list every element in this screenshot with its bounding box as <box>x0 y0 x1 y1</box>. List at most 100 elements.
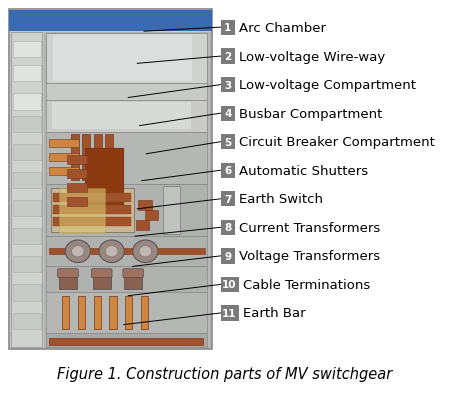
Bar <box>49 140 79 147</box>
Bar <box>49 168 79 175</box>
FancyBboxPatch shape <box>91 269 112 278</box>
Bar <box>145 211 158 221</box>
Bar <box>220 20 235 36</box>
Text: 7: 7 <box>224 194 231 204</box>
Bar <box>93 134 102 180</box>
Bar <box>49 248 205 255</box>
Bar <box>46 237 208 267</box>
Bar <box>53 218 131 227</box>
Bar <box>220 163 235 178</box>
Bar <box>52 103 191 130</box>
Bar <box>109 297 117 329</box>
Bar <box>105 134 113 180</box>
Bar <box>138 200 152 211</box>
Bar <box>67 170 87 178</box>
Bar <box>51 188 134 233</box>
Text: 9: 9 <box>224 251 231 261</box>
Bar <box>136 221 149 231</box>
FancyBboxPatch shape <box>58 269 78 278</box>
Bar <box>220 78 235 93</box>
Bar <box>71 134 79 180</box>
Bar <box>124 270 142 290</box>
Bar <box>46 84 208 100</box>
Bar <box>62 297 69 329</box>
Bar <box>141 297 148 329</box>
Bar <box>220 220 235 235</box>
Bar <box>46 333 208 347</box>
Circle shape <box>139 246 152 257</box>
Bar <box>59 270 77 290</box>
Bar <box>84 148 123 213</box>
Bar <box>46 132 208 184</box>
Circle shape <box>133 240 158 263</box>
Bar <box>13 66 40 82</box>
Bar <box>13 94 40 110</box>
Bar <box>44 33 210 347</box>
Circle shape <box>65 240 91 263</box>
Circle shape <box>99 240 124 263</box>
Text: Cable Terminations: Cable Terminations <box>243 278 370 291</box>
Text: Current Transformers: Current Transformers <box>239 221 381 234</box>
Bar <box>46 293 208 333</box>
Bar <box>67 156 87 164</box>
Text: 8: 8 <box>224 223 231 233</box>
Text: Voltage Transformers: Voltage Transformers <box>239 250 381 263</box>
Text: 3: 3 <box>224 81 231 90</box>
Bar <box>49 154 79 161</box>
Circle shape <box>72 246 84 257</box>
Bar <box>53 206 131 215</box>
Bar <box>13 285 40 301</box>
Bar <box>13 172 40 188</box>
Circle shape <box>105 246 118 257</box>
Bar <box>82 134 91 180</box>
Bar <box>49 338 203 345</box>
Text: Circuit Breaker Compartment: Circuit Breaker Compartment <box>239 136 435 149</box>
Text: Earth Bar: Earth Bar <box>243 307 306 320</box>
Text: 5: 5 <box>224 138 231 147</box>
Bar <box>53 194 131 203</box>
Bar <box>220 106 235 122</box>
Bar <box>46 100 208 132</box>
Bar <box>164 186 181 235</box>
Bar <box>220 277 238 292</box>
Bar <box>53 36 191 82</box>
Text: 11: 11 <box>222 308 237 318</box>
Bar <box>220 192 235 207</box>
Bar <box>13 42 40 58</box>
Bar <box>125 297 132 329</box>
Bar <box>220 135 235 150</box>
Bar <box>13 200 40 217</box>
Text: 6: 6 <box>224 166 231 176</box>
Bar <box>78 297 85 329</box>
Bar <box>13 257 40 273</box>
Bar <box>220 49 235 65</box>
Bar <box>13 116 40 132</box>
Bar <box>220 306 238 321</box>
Bar <box>13 229 40 245</box>
Bar <box>13 144 40 160</box>
Bar <box>9 10 211 349</box>
Text: 10: 10 <box>222 280 237 290</box>
Bar <box>46 34 208 84</box>
Text: Figure 1. Construction parts of MV switchgear: Figure 1. Construction parts of MV switc… <box>57 366 392 381</box>
Text: Low-voltage Wire-way: Low-voltage Wire-way <box>239 51 386 63</box>
Bar <box>93 297 101 329</box>
Bar <box>59 188 105 233</box>
Bar <box>9 11 211 32</box>
Text: Arc Chamber: Arc Chamber <box>239 22 327 34</box>
Bar <box>67 184 87 192</box>
Bar <box>11 33 42 347</box>
Bar <box>93 270 111 290</box>
Bar <box>46 267 208 293</box>
Text: Busbar Compartment: Busbar Compartment <box>239 107 383 120</box>
Bar <box>67 198 87 207</box>
Bar <box>46 184 208 237</box>
Bar <box>13 313 40 329</box>
Text: Automatic Shutters: Automatic Shutters <box>239 164 369 177</box>
Text: 2: 2 <box>224 52 231 62</box>
Bar <box>220 249 235 264</box>
Text: 1: 1 <box>224 23 231 33</box>
FancyBboxPatch shape <box>123 269 144 278</box>
Text: Low-voltage Compartment: Low-voltage Compartment <box>239 79 417 92</box>
Text: 4: 4 <box>224 109 231 119</box>
